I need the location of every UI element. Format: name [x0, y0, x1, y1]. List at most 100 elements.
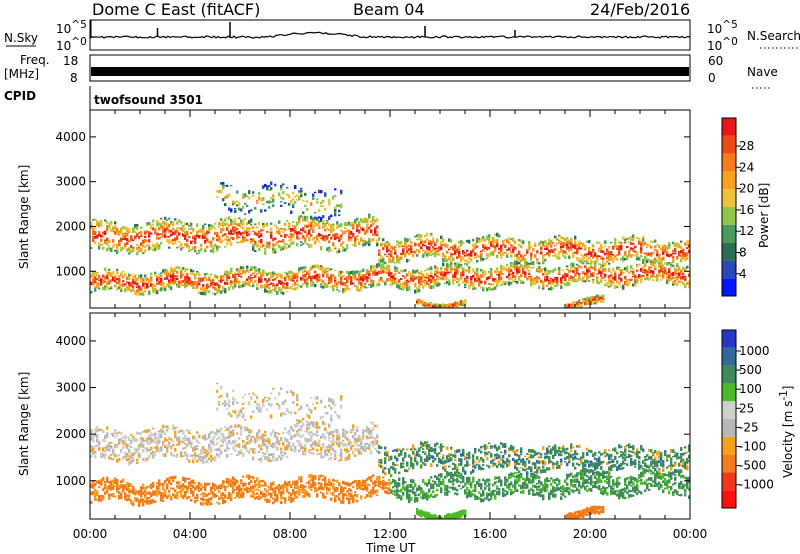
velocity-cell	[114, 446, 117, 449]
noise-left-label: N.Sky	[4, 31, 38, 45]
power-cell	[368, 213, 371, 218]
power-cell	[454, 249, 457, 254]
power-cell	[522, 265, 525, 268]
power-cell	[262, 197, 265, 201]
power-cell	[144, 290, 147, 293]
power-cell	[662, 256, 665, 261]
power-cell	[320, 201, 323, 205]
power-cell	[230, 219, 233, 223]
power-cell	[438, 249, 441, 252]
power-cell	[638, 238, 641, 240]
power-cell	[396, 269, 399, 273]
power-cell	[544, 253, 547, 256]
velocity-cell	[120, 450, 123, 453]
power-cell	[666, 271, 669, 276]
velocity-cell	[126, 443, 129, 448]
power-cell	[454, 252, 457, 255]
power-cell	[216, 190, 219, 193]
power-cell	[394, 280, 397, 284]
power-cell	[324, 224, 327, 228]
power-cell	[228, 283, 231, 286]
velocity-cell	[104, 481, 107, 484]
power-cell	[626, 254, 629, 257]
power-cell	[494, 278, 497, 281]
power-cell	[254, 223, 257, 226]
power-cell	[362, 275, 365, 278]
power-cell	[540, 269, 543, 273]
power-cell	[396, 255, 399, 259]
power-cell	[606, 248, 609, 252]
power-cell	[578, 259, 581, 263]
power-cell	[108, 272, 111, 276]
power-cell	[360, 239, 363, 241]
power-cell	[456, 266, 459, 271]
power-cell	[260, 279, 263, 283]
power-cell	[228, 224, 231, 227]
velocity-cell	[202, 457, 205, 461]
velocity-cell	[212, 457, 215, 461]
power-cell	[614, 279, 617, 281]
power-cell	[148, 291, 151, 295]
power-cell	[364, 240, 367, 243]
power-cell	[114, 231, 117, 234]
velocity-cell	[224, 436, 227, 440]
velocity-cell	[136, 431, 139, 435]
power-cell	[200, 247, 203, 251]
power-cell	[266, 230, 269, 233]
power-cell	[486, 253, 489, 257]
power-cell	[336, 288, 339, 291]
velocity-cell	[182, 455, 185, 458]
power-cell	[228, 207, 231, 211]
power-cell	[438, 278, 441, 281]
power-cell	[472, 238, 475, 242]
velocity-cell	[202, 486, 205, 489]
power-cell	[250, 223, 253, 226]
velocity-cell	[214, 455, 217, 460]
power-cell	[318, 273, 321, 277]
power-cell	[610, 241, 613, 244]
power-cell	[124, 235, 127, 238]
power-cell	[162, 230, 165, 234]
velocity-cell	[108, 455, 111, 460]
power-cell	[414, 275, 417, 277]
power-cell	[418, 284, 421, 289]
power-cell	[328, 216, 331, 220]
power-cell	[672, 272, 675, 275]
power-cell	[102, 247, 105, 250]
velocity-cell	[132, 490, 135, 494]
power-cell	[100, 282, 103, 286]
power-cell	[258, 271, 261, 274]
power-cell	[570, 275, 573, 278]
velocity-cell	[232, 429, 235, 432]
power-cell	[328, 281, 331, 284]
power-cell	[130, 274, 133, 277]
velocity-cell	[94, 430, 97, 435]
velocity-cell	[182, 441, 185, 444]
power-cell	[508, 243, 511, 245]
power-cell	[536, 281, 539, 283]
velocity-cell	[156, 492, 159, 497]
power-cell	[518, 266, 521, 269]
power-cell	[316, 264, 319, 269]
power-cell	[194, 281, 197, 285]
power-cell	[632, 247, 635, 250]
velocity-cell	[196, 455, 199, 457]
power-cell	[470, 258, 473, 262]
power-cell	[294, 201, 297, 204]
velocity-cell	[188, 495, 191, 499]
power-cell	[316, 223, 319, 227]
velocity-cell	[168, 436, 171, 440]
velocity-cell	[220, 439, 223, 442]
power-cell	[112, 228, 115, 233]
velocity-cell	[162, 430, 165, 434]
power-cell	[92, 232, 95, 236]
power-cell	[272, 198, 275, 203]
power-cell	[456, 249, 459, 253]
power-cell	[576, 256, 579, 261]
velocity-cell	[110, 481, 113, 484]
power-cell	[276, 274, 279, 276]
power-cell	[564, 242, 567, 245]
power-cell	[584, 257, 587, 259]
power-cell	[386, 241, 389, 243]
velocity-cell	[170, 487, 173, 490]
